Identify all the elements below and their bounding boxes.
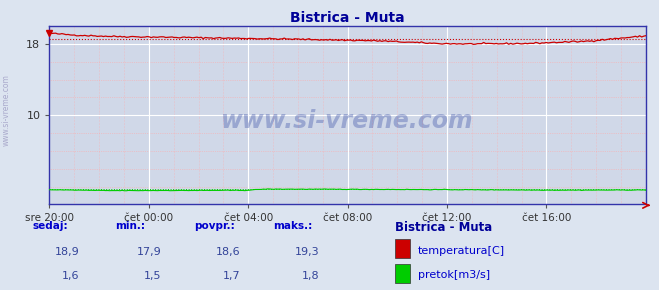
Text: 19,3: 19,3 — [295, 247, 320, 257]
Text: povpr.:: povpr.: — [194, 221, 235, 231]
Text: Bistrica - Muta: Bistrica - Muta — [395, 221, 493, 233]
Text: 18,9: 18,9 — [54, 247, 79, 257]
Text: pretok[m3/s]: pretok[m3/s] — [418, 271, 490, 280]
Text: temperatura[C]: temperatura[C] — [418, 246, 505, 256]
Text: min.:: min.: — [115, 221, 146, 231]
Text: 1,5: 1,5 — [144, 271, 161, 281]
Title: Bistrica - Muta: Bistrica - Muta — [291, 11, 405, 25]
Text: maks.:: maks.: — [273, 221, 313, 231]
Text: 1,7: 1,7 — [223, 271, 241, 281]
Text: 18,6: 18,6 — [216, 247, 241, 257]
Text: sedaj:: sedaj: — [33, 221, 69, 231]
Text: 1,8: 1,8 — [302, 271, 320, 281]
Text: www.si-vreme.com: www.si-vreme.com — [221, 109, 474, 133]
Text: 17,9: 17,9 — [136, 247, 161, 257]
Text: 1,6: 1,6 — [61, 271, 79, 281]
Text: www.si-vreme.com: www.si-vreme.com — [2, 74, 11, 146]
